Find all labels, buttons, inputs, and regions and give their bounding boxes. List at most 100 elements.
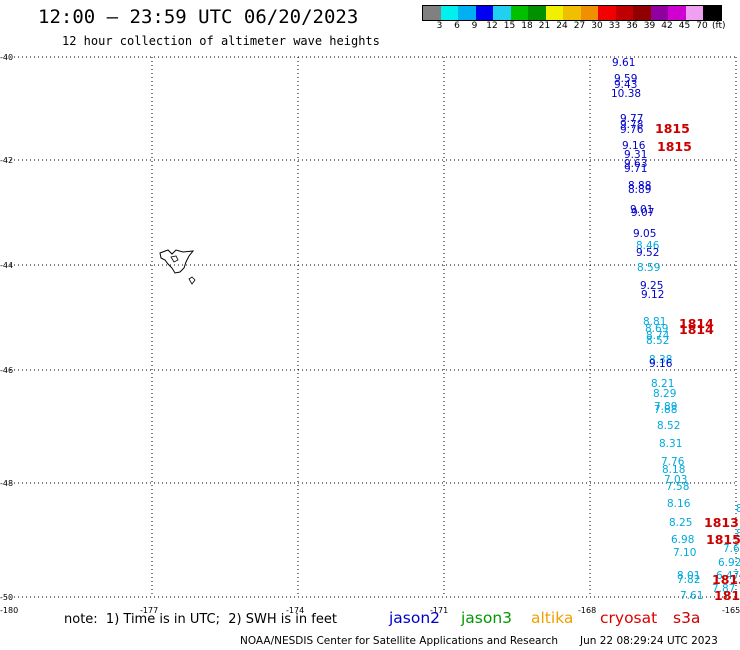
swh-reading: 9.05 [633, 228, 656, 240]
swh-reading: 8.46 [636, 240, 660, 252]
legend-swatch [703, 6, 721, 20]
swh-reading: 8.21 [651, 378, 674, 390]
longitude-label: -180 [0, 606, 18, 615]
swh-reading: 9.77 [620, 113, 643, 125]
legend-tick-label: 15 [503, 21, 516, 31]
swh-reading: 8.88 [628, 180, 651, 192]
swh-reading: 8.74 [646, 330, 670, 342]
swh-reading: 7.76 [661, 456, 685, 468]
swh-reading: 9.43 [614, 79, 637, 91]
legend-swatch [458, 6, 476, 20]
swh-reading: 8 [736, 528, 740, 540]
longitude-label: -171 [430, 606, 448, 615]
swh-reading: 7.88 [654, 404, 677, 416]
swh-reading: 9.52 [636, 247, 659, 259]
longitude-label: -174 [286, 606, 304, 615]
swh-reading: 8 [736, 503, 740, 515]
swh-reading: 8.25 [669, 517, 692, 529]
swh-reading: 9.71 [624, 163, 647, 175]
legend-swatch [545, 6, 563, 20]
swh-reading: 9.78 [620, 119, 643, 131]
swh-reading: 10.38 [611, 88, 641, 100]
pass-time-label: 1814 [679, 322, 714, 337]
swh-reading: 7.89 [654, 401, 677, 413]
legend-tick-label: 36 [626, 21, 638, 31]
page-title: 12:00 – 23:59 UTC 06/20/2023 [38, 6, 359, 28]
swh-reading: 9.76 [620, 124, 644, 136]
swh-reading: 9.61 [612, 57, 635, 69]
pass-time-label: 1814 [679, 316, 714, 331]
page-subtitle: 12 hour collection of altimeter wave hei… [62, 34, 380, 48]
swh-reading: 7.6 [723, 543, 740, 555]
swh-reading: 8.38 [649, 354, 672, 366]
legend-swatch [510, 6, 528, 20]
latitude-label: -46 [0, 366, 13, 375]
swh-reading: 8.29 [653, 388, 676, 400]
legend-tick-label: 6 [454, 21, 460, 31]
legend-swatch [528, 6, 546, 20]
legend-swatch [685, 6, 703, 20]
swh-reading: 6.47 [716, 570, 739, 582]
pass-time-label: 1813 [704, 515, 739, 530]
legend-tick-label: 70 [696, 21, 708, 31]
legend-tick-label: 42 [661, 21, 673, 31]
legend-tick-label: 24 [556, 21, 568, 31]
longitude-labels: -180 -177 -174 -171 -168 -165 [0, 606, 740, 615]
swh-reading: 9.16 [622, 140, 646, 152]
legend-unit: (ft) [712, 21, 726, 31]
legend-swatch [615, 6, 633, 20]
pass-time-label: 1815 [706, 532, 740, 547]
legend-tick-label: 27 [573, 21, 586, 31]
swh-reading: 8.59 [637, 262, 660, 274]
legend-swatch [580, 6, 598, 20]
legend-tick-label: 33 [608, 21, 621, 31]
swh-reading: 8.52 [646, 335, 669, 347]
swh-reading: 9.59 [614, 73, 637, 85]
swh-reading: 9.25 [640, 280, 663, 292]
legend-tick-label: 3 [436, 21, 443, 31]
swh-reading: 9.07 [631, 207, 654, 219]
swh-reading: 6.98 [671, 534, 694, 546]
legend-tick-label: 45 [678, 21, 691, 31]
swh-reading: 9.01 [630, 204, 653, 216]
swh-reading: 8.16 [667, 498, 691, 510]
swh-reading: 8.52 [657, 420, 680, 432]
units-note: note: 1) Time is in UTC; 2) SWH is in fe… [64, 612, 337, 627]
longitude-label: -177 [140, 606, 158, 615]
credit-text: NOAA/NESDIS Center for Satellite Applica… [240, 635, 558, 647]
swh-reading: 9.63 [624, 158, 647, 170]
swh-reading: 8.81 [643, 316, 666, 328]
swh-reading: 8.69 [645, 323, 668, 335]
pass-time-label: 1815 [657, 139, 692, 154]
swh-reading: 8.01 [677, 570, 700, 582]
latitude-label: -40 [0, 53, 13, 62]
swh-reading: 9.16 [649, 358, 673, 370]
pass-time-label: 1815 [655, 121, 690, 136]
swh-reading: 7.82 [677, 574, 700, 586]
latitude-label: -44 [0, 261, 13, 270]
legend-tick-label: 21 [538, 21, 551, 31]
swh-reading: 8.18 [662, 464, 685, 476]
satellite-label: altika [531, 609, 574, 627]
swh-reading: 7.87 [712, 583, 735, 595]
island-outline [159, 249, 196, 285]
legend-swatch [633, 6, 651, 20]
legend-tick-label: 12 [486, 21, 498, 31]
legend-swatch [475, 6, 493, 20]
latitude-label: -42 [0, 156, 13, 165]
legend-swatch [563, 6, 581, 20]
satellite-label: jason2 [389, 609, 441, 627]
wave-height-readings: 9.619.599.4310.389.779.789.769.169.319.6… [611, 57, 740, 602]
legend-swatch [650, 6, 668, 20]
legend-tick-label: 30 [591, 21, 603, 31]
legend-swatch [598, 6, 616, 20]
generated-timestamp: Jun 22 08:29:24 UTC 2023 [580, 635, 718, 647]
legend-swatch [423, 6, 441, 20]
color-scale-legend [422, 5, 722, 21]
swh-reading: 9.31 [624, 149, 647, 161]
satellite-label: cryosat [600, 609, 658, 627]
latitude-label: -48 [0, 479, 13, 488]
legend-tick-label: 9 [471, 21, 478, 31]
